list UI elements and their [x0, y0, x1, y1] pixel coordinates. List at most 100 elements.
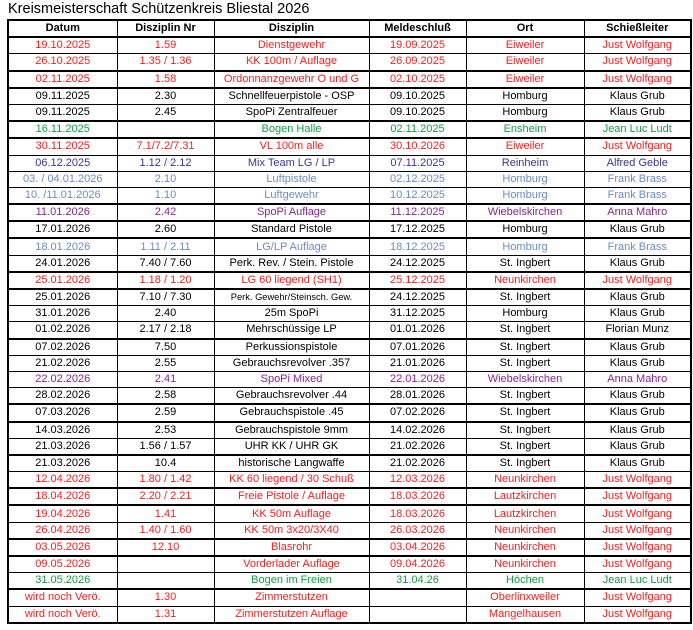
cell-disziplin-nr[interactable]: 1.56 / 1.57: [116, 437, 215, 456]
cell-disziplin[interactable]: KK 50m 3x20/3X40: [213, 521, 370, 540]
cell-disziplin[interactable]: Gebrauchsrevolver .357: [213, 354, 370, 372]
cell-ort[interactable]: Homburg: [465, 186, 585, 205]
cell-datum[interactable]: 22.02.2026: [7, 370, 118, 389]
cell-schiessleiter[interactable]: Just Wolfgang: [583, 69, 692, 89]
cell-meldeschluss[interactable]: 10.12.2025: [368, 186, 467, 205]
cell-datum[interactable]: 02.11.2025: [7, 69, 118, 89]
cell-disziplin-nr[interactable]: 2.20 / 2.21: [116, 487, 215, 506]
cell-disziplin[interactable]: Perk. Gewehr/Steinsch. Gew.: [213, 288, 370, 307]
cell-datum[interactable]: 11.01.2026: [7, 203, 118, 222]
cell-meldeschluss[interactable]: 09.04.2026: [368, 555, 467, 574]
cell-disziplin[interactable]: Perkussionspistole: [213, 337, 370, 356]
cell-disziplin[interactable]: Bogen Halle: [213, 120, 370, 139]
cell-meldeschluss[interactable]: 02.10.2025: [368, 69, 467, 89]
cell-schiessleiter[interactable]: Frank Brass: [583, 170, 692, 188]
cell-ort[interactable]: Homburg: [465, 103, 585, 122]
cell-datum[interactable]: 09.11.2025: [7, 103, 118, 122]
cell-meldeschluss[interactable]: 12.03.2026: [368, 471, 467, 489]
cell-meldeschluss[interactable]: 14.02.2026: [368, 420, 467, 439]
cell-datum[interactable]: 07.02.2026: [7, 337, 118, 356]
cell-ort[interactable]: Homburg: [465, 305, 585, 323]
cell-datum[interactable]: 17.01.2026: [7, 220, 118, 239]
cell-ort[interactable]: Eiweiler: [465, 137, 585, 156]
cell-disziplin-nr[interactable]: 1.35 / 1.36: [116, 53, 215, 72]
cell-disziplin[interactable]: Zimmerstutzen Auflage: [213, 605, 370, 624]
cell-meldeschluss[interactable]: 30.10.2026: [368, 137, 467, 156]
cell-disziplin[interactable]: Bogen im Freien: [213, 572, 370, 590]
cell-datum[interactable]: 12.04.2026: [7, 471, 118, 489]
cell-meldeschluss[interactable]: 09.10.2025: [368, 103, 467, 122]
cell-schiessleiter[interactable]: Klaus Grub: [583, 403, 692, 423]
cell-disziplin[interactable]: Dienstgewehr: [213, 36, 370, 55]
cell-schiessleiter[interactable]: Anna Mahro: [583, 370, 692, 389]
cell-disziplin-nr[interactable]: 1.59: [116, 36, 215, 55]
cell-schiessleiter[interactable]: Just Wolfgang: [583, 605, 692, 624]
cell-meldeschluss[interactable]: 22.01.2026: [368, 370, 467, 389]
cell-ort[interactable]: Neunkirchen: [465, 471, 585, 489]
cell-disziplin-nr[interactable]: 2.17 / 2.18: [116, 321, 215, 340]
cell-datum[interactable]: 30.11.2025: [7, 137, 118, 156]
cell-schiessleiter[interactable]: Just Wolfgang: [583, 137, 692, 156]
cell-schiessleiter[interactable]: Klaus Grub: [583, 254, 692, 273]
cell-datum[interactable]: 19.10.2025: [7, 36, 118, 55]
cell-meldeschluss[interactable]: 09.10.2025: [368, 86, 467, 105]
cell-meldeschluss[interactable]: 03.04.2026: [368, 537, 467, 557]
cell-meldeschluss[interactable]: 26.09.2025: [368, 53, 467, 72]
cell-schiessleiter[interactable]: Just Wolfgang: [583, 270, 692, 290]
cell-meldeschluss[interactable]: 18.12.2025: [368, 237, 467, 256]
cell-disziplin-nr[interactable]: 2.10: [116, 170, 215, 188]
cell-meldeschluss[interactable]: 31.12.2025: [368, 305, 467, 323]
cell-datum[interactable]: 21.02.2026: [7, 354, 118, 372]
cell-datum[interactable]: 09.11.2025: [7, 86, 118, 105]
cell-datum[interactable]: 25.01.2026: [7, 270, 118, 290]
cell-ort[interactable]: Wiebelskirchen: [465, 203, 585, 222]
cell-disziplin[interactable]: LG/LP Auflage: [213, 237, 370, 256]
cell-ort[interactable]: Neunkirchen: [465, 555, 585, 574]
cell-datum[interactable]: 21.03.2026: [7, 437, 118, 456]
cell-ort[interactable]: St. Ingbert: [465, 288, 585, 307]
cell-disziplin-nr[interactable]: 1.10: [116, 186, 215, 205]
cell-disziplin-nr[interactable]: 2.41: [116, 370, 215, 389]
cell-datum[interactable]: 06.12.2025: [7, 154, 118, 172]
cell-schiessleiter[interactable]: Klaus Grub: [583, 387, 692, 405]
cell-meldeschluss[interactable]: 18.03.2026: [368, 487, 467, 506]
cell-ort[interactable]: Neunkirchen: [465, 537, 585, 557]
cell-ort[interactable]: Reinheim: [465, 154, 585, 172]
cell-disziplin-nr[interactable]: 1.31: [116, 605, 215, 624]
cell-ort[interactable]: Neunkirchen: [465, 270, 585, 290]
cell-disziplin-nr[interactable]: 12.10: [116, 537, 215, 557]
cell-disziplin-nr[interactable]: 2.30: [116, 86, 215, 105]
cell-ort[interactable]: St. Ingbert: [465, 354, 585, 372]
cell-schiessleiter[interactable]: Jean Luc Ludt: [583, 120, 692, 139]
cell-datum[interactable]: 14.03.2026: [7, 420, 118, 439]
cell-ort[interactable]: St. Ingbert: [465, 254, 585, 273]
cell-datum[interactable]: 26.10.2025: [7, 53, 118, 72]
cell-schiessleiter[interactable]: Florian Munz: [583, 321, 692, 340]
cell-ort[interactable]: Homburg: [465, 170, 585, 188]
cell-datum[interactable]: 18.01.2026: [7, 237, 118, 256]
cell-datum[interactable]: 09.05.2026: [7, 555, 118, 574]
cell-disziplin-nr[interactable]: 1.58: [116, 69, 215, 89]
cell-datum[interactable]: 16.11.2025: [7, 120, 118, 139]
cell-schiessleiter[interactable]: Just Wolfgang: [583, 588, 692, 607]
cell-disziplin[interactable]: Mix Team LG / LP: [213, 154, 370, 172]
cell-meldeschluss[interactable]: 11.12.2025: [368, 203, 467, 222]
cell-disziplin[interactable]: KK 60 liegend / 30 Schuß: [213, 471, 370, 489]
cell-ort[interactable]: St. Ingbert: [465, 420, 585, 439]
cell-schiessleiter[interactable]: Just Wolfgang: [583, 53, 692, 72]
cell-schiessleiter[interactable]: Just Wolfgang: [583, 504, 692, 523]
cell-datum[interactable]: 03.05.2026: [7, 537, 118, 557]
cell-disziplin[interactable]: Mehrschüssige LP: [213, 321, 370, 340]
cell-disziplin[interactable]: Zimmerstutzen: [213, 588, 370, 607]
cell-datum[interactable]: 18.04.2026: [7, 487, 118, 506]
cell-ort[interactable]: Ensheim: [465, 120, 585, 139]
cell-ort[interactable]: St. Ingbert: [465, 437, 585, 456]
cell-meldeschluss[interactable]: 21.02.2026: [368, 453, 467, 473]
cell-disziplin-nr[interactable]: 1.12 / 2.12: [116, 154, 215, 172]
cell-meldeschluss[interactable]: 17.12.2025: [368, 220, 467, 239]
cell-meldeschluss[interactable]: [368, 605, 467, 624]
cell-datum[interactable]: 26.04.2026: [7, 521, 118, 540]
cell-schiessleiter[interactable]: Klaus Grub: [583, 288, 692, 307]
cell-disziplin-nr[interactable]: 2.53: [116, 420, 215, 439]
cell-schiessleiter[interactable]: Klaus Grub: [583, 420, 692, 439]
